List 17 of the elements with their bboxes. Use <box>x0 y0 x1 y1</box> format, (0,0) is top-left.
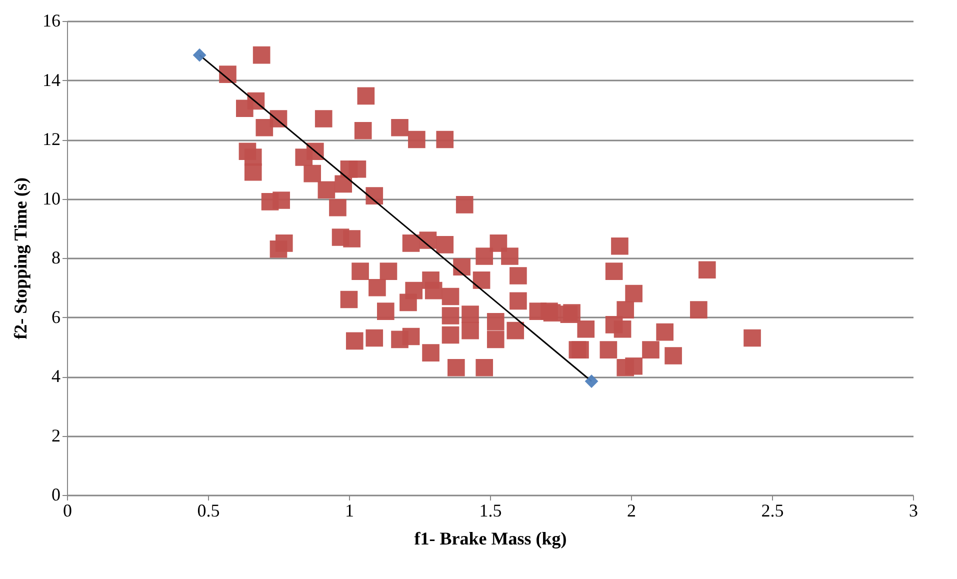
x-tick-label: 2.5 <box>761 500 784 520</box>
x-axis-title: f1- Brake Mass (kg) <box>414 528 567 548</box>
y-tick-label: 12 <box>42 129 60 149</box>
x-tick-label: 1.5 <box>479 500 502 520</box>
x-tick-label: 0.5 <box>197 500 220 520</box>
x-tick-label: 1 <box>345 500 354 520</box>
x-tick-label: 3 <box>909 500 918 520</box>
y-tick-label: 4 <box>52 366 60 386</box>
x-tick-label: 2 <box>627 500 636 520</box>
y-tick-label: 0 <box>52 484 60 504</box>
y-tick-label: 6 <box>52 306 60 327</box>
y-tick-label: 2 <box>52 425 60 446</box>
y-tick-label: 16 <box>42 10 60 30</box>
y-axis-title: f2- Stopping Time (s) <box>10 178 30 340</box>
y-tick-label: 8 <box>52 248 60 268</box>
y-tick-label: 10 <box>42 188 60 208</box>
y-tick-label: 14 <box>42 70 60 90</box>
